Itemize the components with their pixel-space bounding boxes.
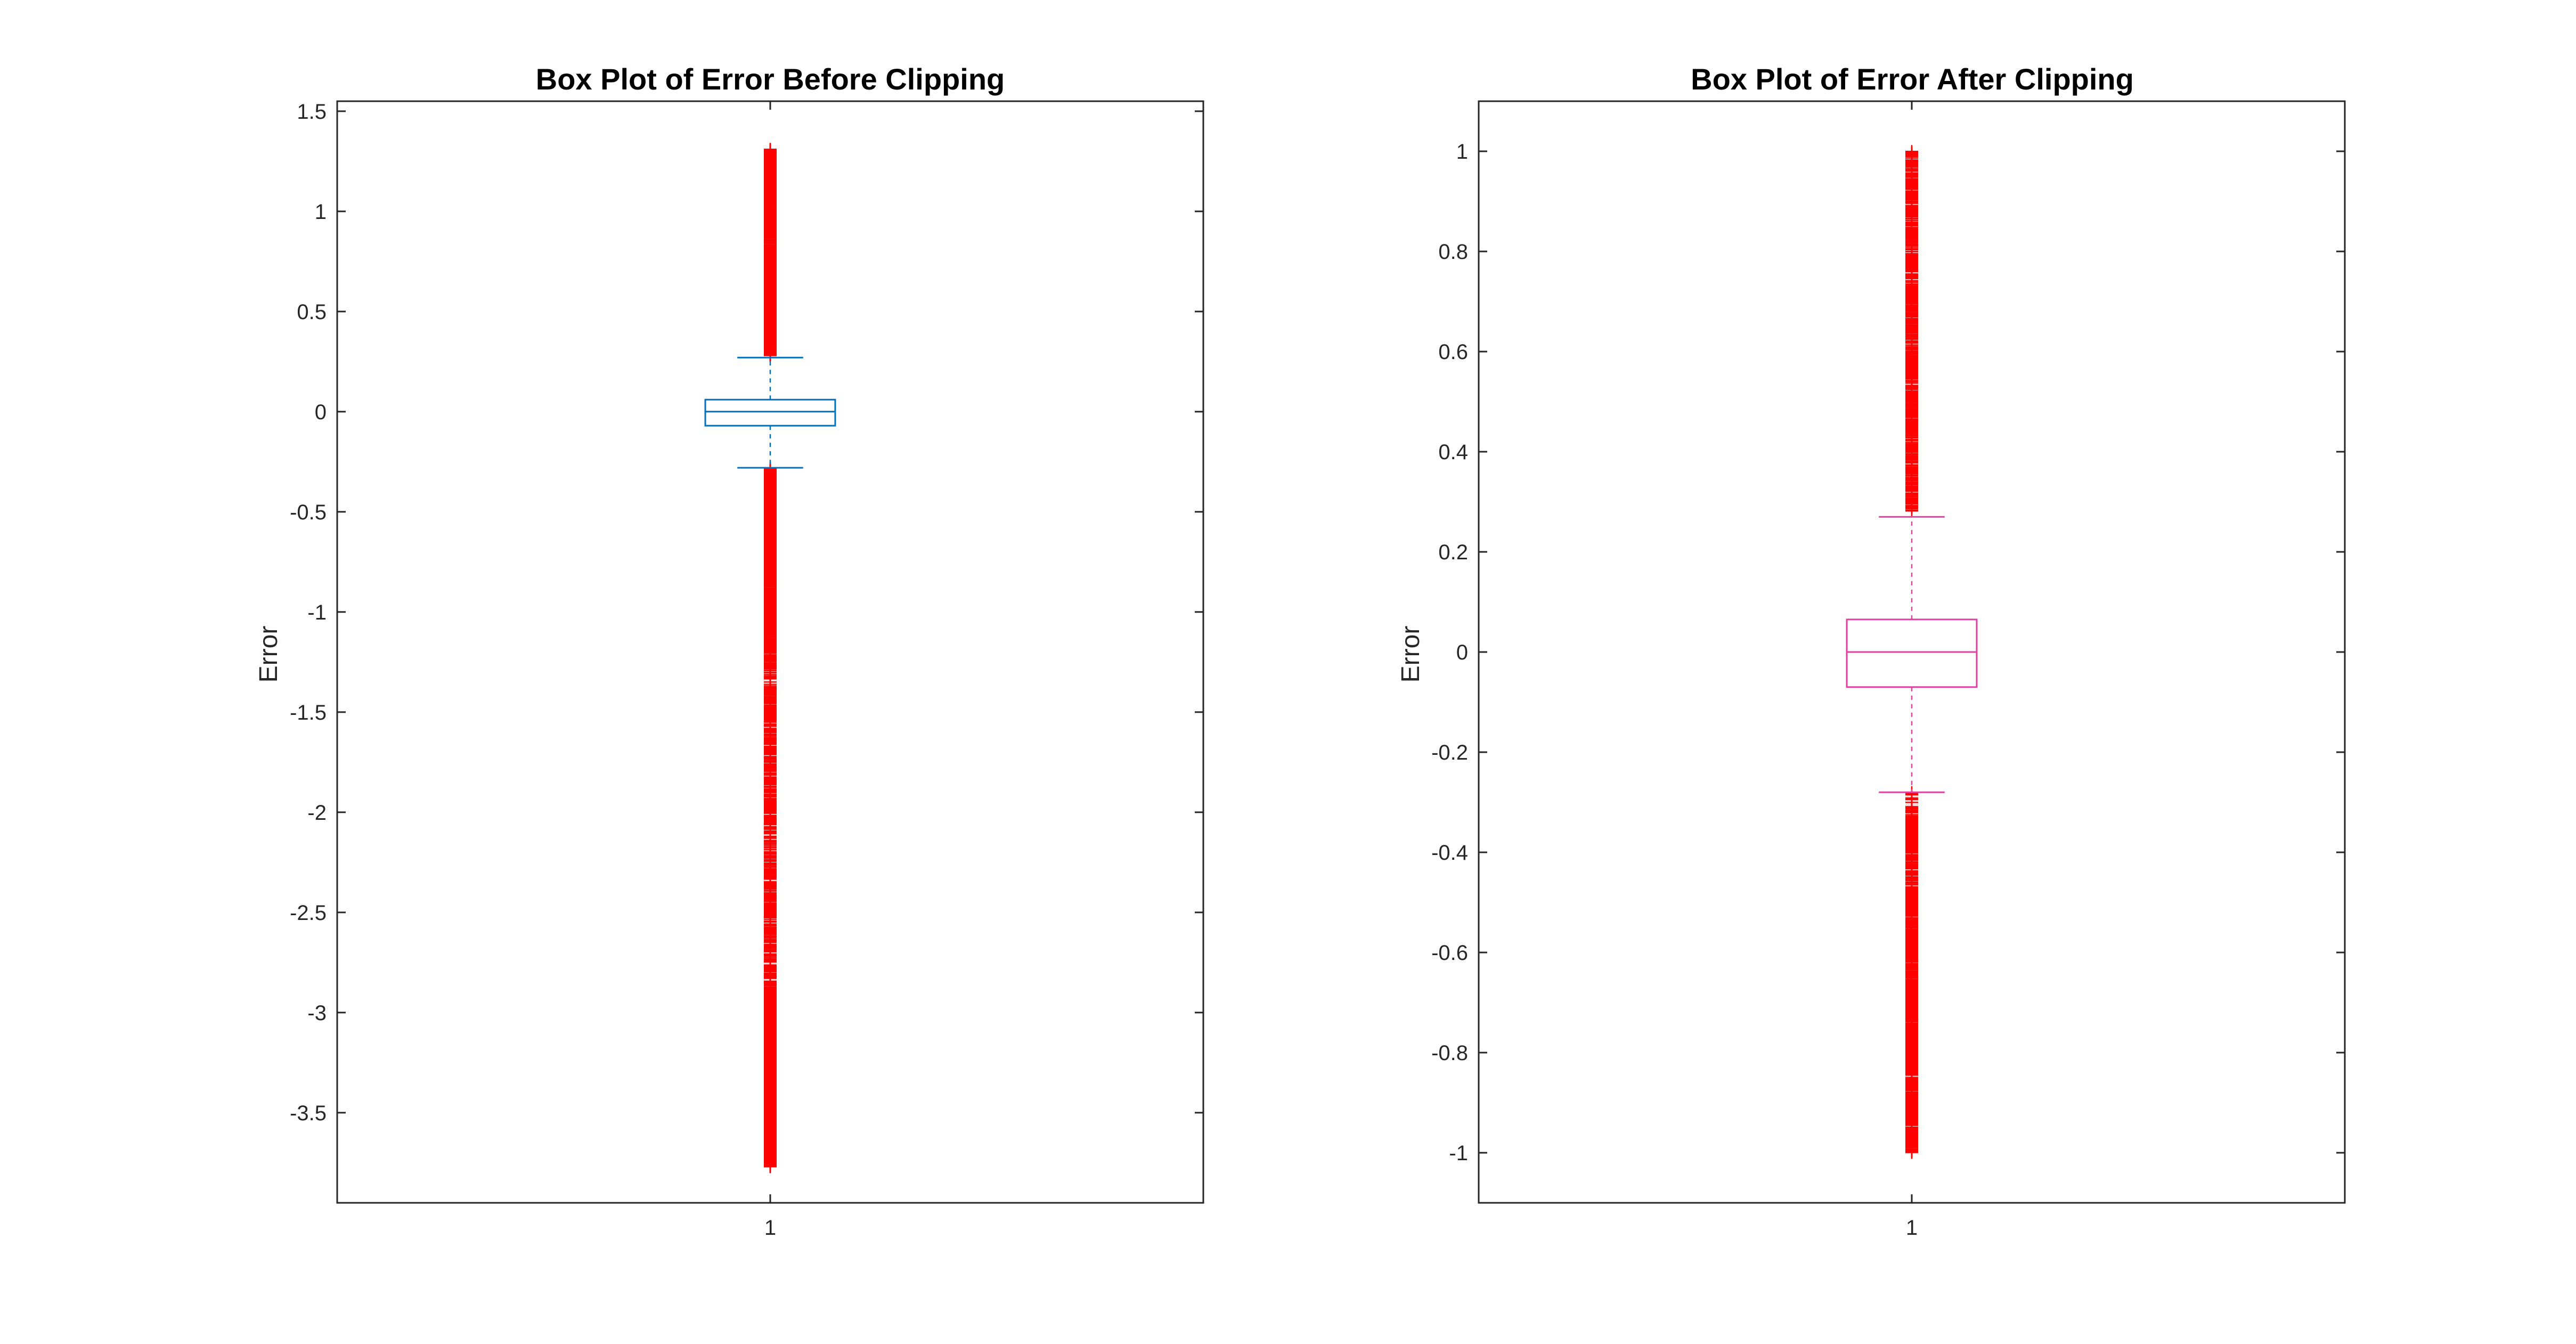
left-outlier-point <box>764 238 777 251</box>
right-ytick-label: -0.4 <box>1431 841 1468 865</box>
left-ytick-label: 1 <box>315 200 327 224</box>
right-ytick-label: -0.6 <box>1431 941 1468 965</box>
right-ytick-label: 0.6 <box>1438 340 1468 364</box>
left-outlier-point <box>764 201 777 215</box>
left-ytick-label: -3 <box>307 1001 327 1025</box>
left-outlier-point <box>764 221 777 234</box>
right-chart-title: Box Plot of Error After Clipping <box>1691 62 2134 96</box>
left-outlier-point <box>764 171 777 184</box>
right-ytick-label: 0.8 <box>1438 240 1468 264</box>
left-chart-title: Box Plot of Error Before Clipping <box>536 62 1005 96</box>
left-y-axis-label: Error <box>255 626 283 683</box>
left-ytick-label: -2 <box>307 801 327 825</box>
left-outliers <box>764 143 777 1174</box>
left-outlier-point <box>764 267 777 280</box>
right-y-axis-label: Error <box>1397 626 1425 683</box>
right-ytick-label: 1 <box>1456 140 1468 164</box>
left-outlier-point <box>764 294 777 307</box>
left-outlier-point <box>764 186 777 200</box>
right-ytick-label: -0.8 <box>1431 1041 1468 1065</box>
left-outlier-point <box>764 348 777 361</box>
left-ytick-label: 1.5 <box>297 100 327 124</box>
right-ytick-label: -1 <box>1449 1142 1468 1165</box>
left-axis-ticks: 1.5 1 0.5 0 -0.5 -1 -1.5 -2 -2.5 -3 -3.5 1 <box>290 100 1203 1240</box>
right-ytick-label: 0.4 <box>1438 441 1468 464</box>
left-ytick-label: -1.5 <box>290 701 327 724</box>
left-outlier-point <box>764 249 777 262</box>
left-outlier-point <box>764 145 777 159</box>
right-ytick-label: 0 <box>1456 641 1468 664</box>
left-outlier-point <box>764 315 777 328</box>
right-ytick-label: -0.2 <box>1431 741 1468 764</box>
left-plot-marks <box>704 143 836 1174</box>
left-boxplot-panel: Box Plot of Error Before Clipping Error … <box>255 62 1204 1240</box>
left-ytick-label: -0.5 <box>290 501 327 524</box>
left-ytick-label: -3.5 <box>290 1102 327 1125</box>
left-ytick-label: 0 <box>315 401 327 424</box>
left-box <box>704 398 836 427</box>
left-xtick-label: 1 <box>764 1216 776 1240</box>
left-ytick-label: -1 <box>307 601 327 624</box>
left-ytick-label: -2.5 <box>290 901 327 925</box>
left-ytick-label: 0.5 <box>297 300 327 324</box>
right-ytick-label: 0.2 <box>1438 541 1468 564</box>
left-outlier-point <box>764 331 777 345</box>
right-xtick-label: 1 <box>1906 1216 1918 1240</box>
